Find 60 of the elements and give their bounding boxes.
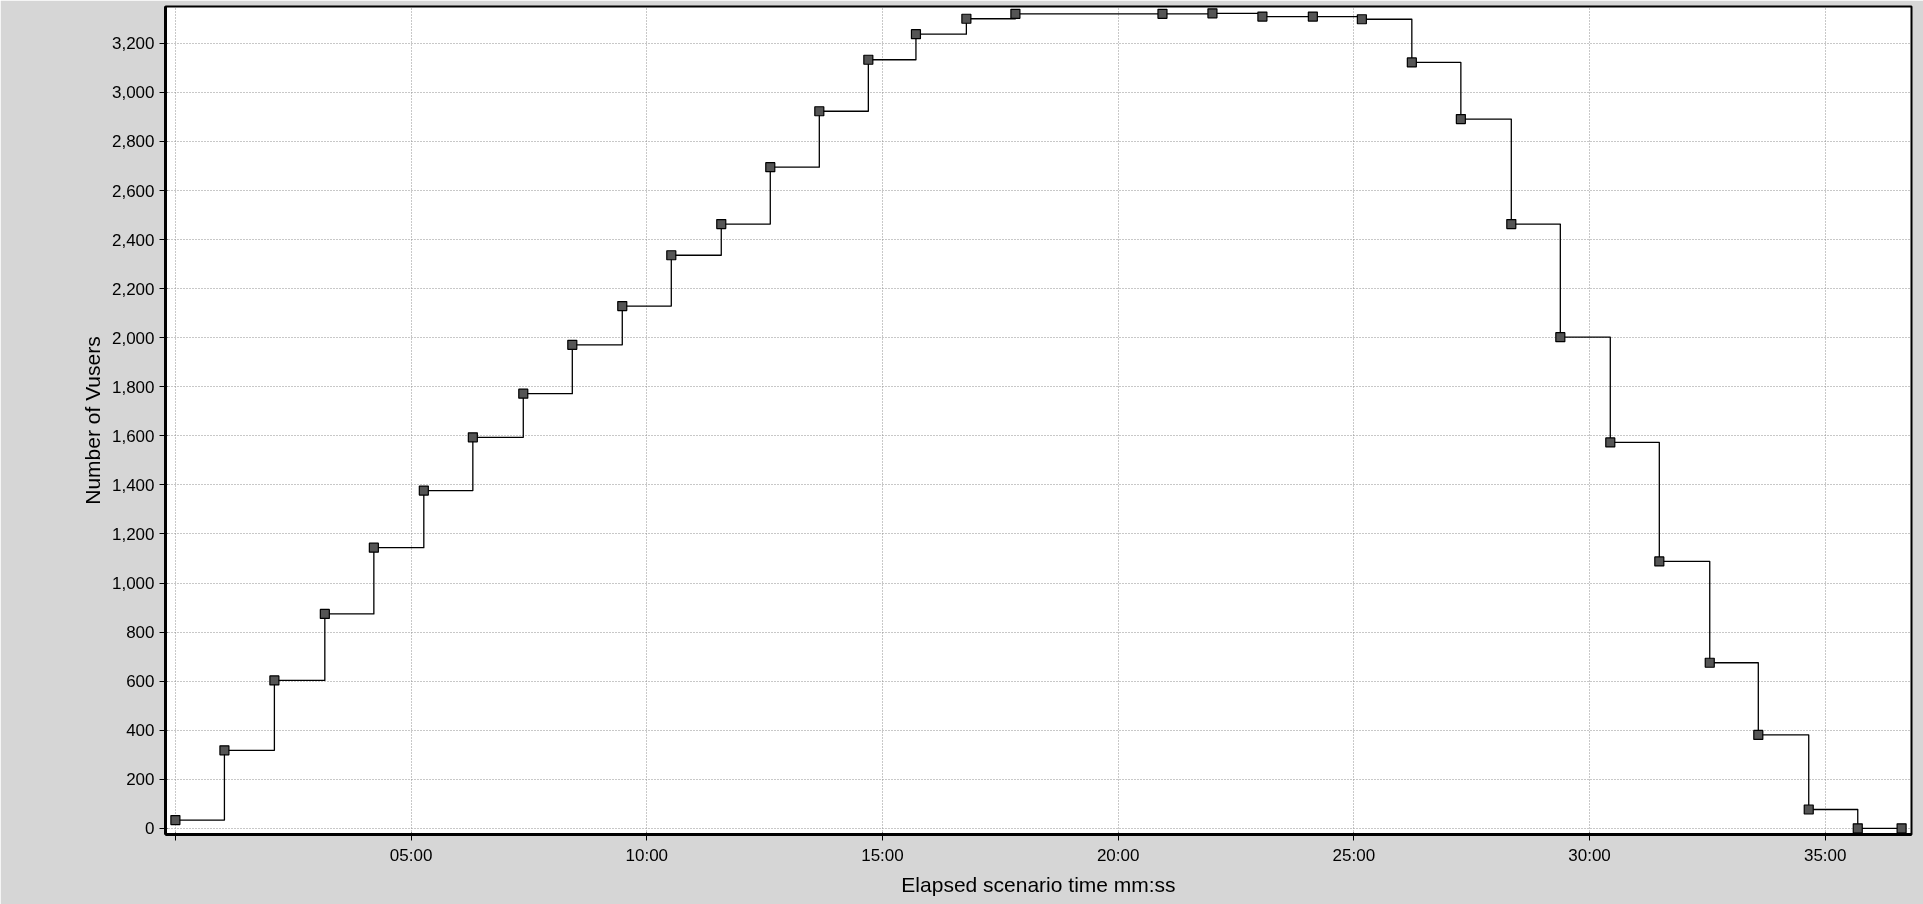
y-tick-label: 2,800 <box>111 132 155 152</box>
y-tick-label: 400 <box>126 721 155 741</box>
point <box>814 106 825 117</box>
point <box>219 745 230 756</box>
point <box>716 219 727 230</box>
point <box>1654 556 1665 567</box>
y-tick-label: 2,400 <box>111 230 155 250</box>
point <box>1704 657 1715 668</box>
point <box>1803 804 1814 815</box>
point <box>1555 332 1566 343</box>
y-tick-label: 1,800 <box>111 377 155 397</box>
point <box>567 339 578 350</box>
point <box>1455 114 1466 125</box>
y-tick-label: 2,200 <box>111 279 155 299</box>
y-tick-label: 3,200 <box>111 34 155 54</box>
point <box>1896 823 1907 834</box>
y-tick-label: 0 <box>145 819 155 839</box>
y-tick-label: 1,000 <box>111 574 155 594</box>
point <box>961 13 972 24</box>
y-tick-label: 2,600 <box>111 181 155 201</box>
point <box>1852 823 1863 834</box>
y-tick-label: 1,200 <box>111 524 155 544</box>
point <box>1605 437 1616 448</box>
y-tick-label: 600 <box>126 672 155 692</box>
point <box>617 300 628 312</box>
y-tick-label: 2,000 <box>111 328 155 348</box>
point <box>319 608 330 620</box>
point <box>1010 8 1021 19</box>
x-tick-label: 30:00 <box>1568 845 1611 865</box>
x-axis-title: Elapsed scenario time mm:ss <box>901 872 1176 896</box>
point <box>1307 11 1318 22</box>
x-tick-label: 10:00 <box>625 845 669 865</box>
y-tick-label: 1,400 <box>111 475 155 495</box>
point <box>467 432 478 443</box>
point <box>418 485 429 496</box>
y-tick-label: 200 <box>126 770 155 790</box>
point <box>1356 14 1367 25</box>
point <box>1753 729 1764 740</box>
point <box>666 250 677 261</box>
point <box>368 542 379 553</box>
x-tick-label: 20:00 <box>1096 845 1140 865</box>
point <box>863 54 874 65</box>
x-tick-label: 25:00 <box>1332 845 1376 865</box>
y-tick-label: 1,600 <box>111 426 155 446</box>
x-tick-label: 35:00 <box>1803 845 1847 865</box>
point <box>1406 57 1417 68</box>
x-tick-label: 15:00 <box>861 845 904 865</box>
point <box>518 388 529 399</box>
y-axis-title: Number of Vusers <box>80 336 104 505</box>
x-tick-label: 05:00 <box>389 845 433 865</box>
point <box>1506 219 1517 230</box>
point <box>1157 8 1168 19</box>
point <box>1257 11 1268 22</box>
y-tick-label: 800 <box>126 623 155 643</box>
point <box>170 814 181 826</box>
y-tick-label: 3,000 <box>111 83 155 103</box>
point <box>765 162 776 173</box>
point <box>1207 8 1218 19</box>
point <box>910 29 922 40</box>
point <box>269 675 280 686</box>
